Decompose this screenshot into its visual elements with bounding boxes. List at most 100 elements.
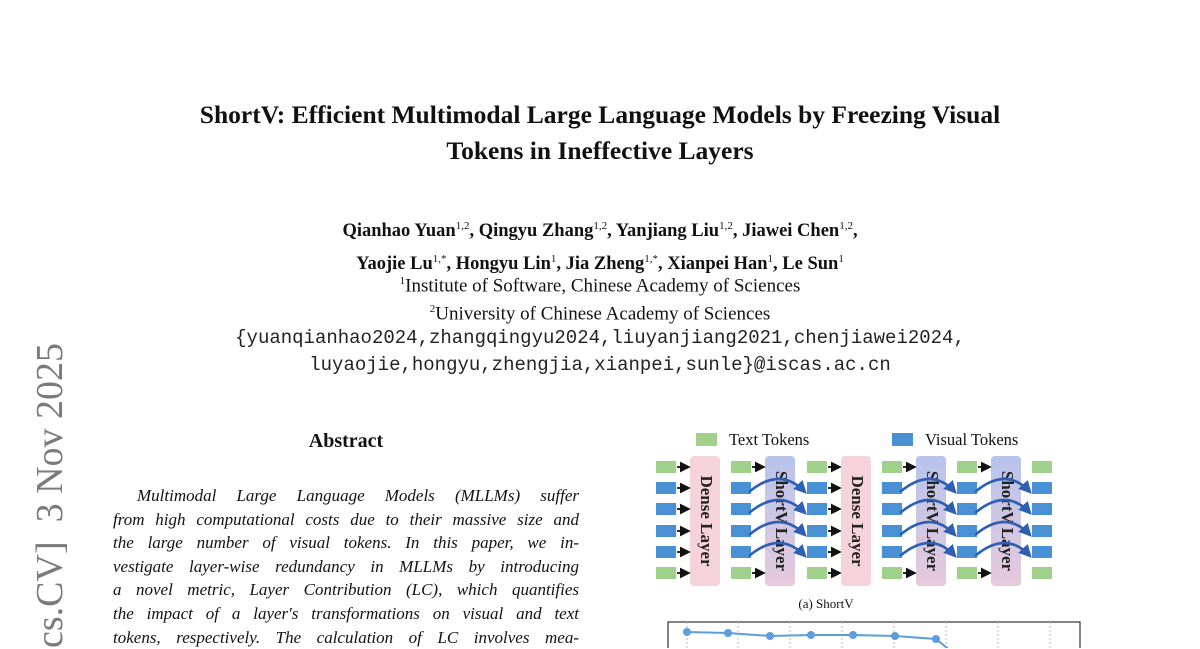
- visual-token: [957, 546, 977, 558]
- skip-arrow: [974, 541, 1032, 558]
- skip-arrow: [748, 477, 807, 494]
- text-token: [1032, 567, 1052, 579]
- skip-arrow: [748, 498, 807, 515]
- skip-arrow: [974, 498, 1032, 515]
- abstract-line: from high computational costs due to the…: [113, 509, 579, 529]
- abstract-line: tokens, respectively. The calculation of…: [113, 627, 579, 647]
- legend-label: Text Tokens: [729, 430, 810, 449]
- data-point: [807, 631, 815, 639]
- visual-token: [731, 503, 751, 515]
- skip-arrow: [899, 477, 957, 494]
- visual-token-swatch: [892, 433, 913, 446]
- text-token: [656, 567, 676, 579]
- text-token: [807, 461, 827, 473]
- figure-caption: (a) ShortV: [798, 596, 854, 611]
- data-point: [849, 631, 857, 639]
- author-name: Yanjiang Liu: [615, 221, 720, 242]
- authors-line: Qianhao Yuan1,2, Qingyu Zhang1,2, Yanjia…: [342, 220, 858, 242]
- visual-token: [1032, 525, 1052, 537]
- affiliation-text: University of Chinese Academy of Science…: [435, 303, 771, 325]
- author-sup: 1,*: [432, 253, 447, 266]
- skip-arrow: [974, 477, 1032, 494]
- visual-token: [882, 525, 902, 537]
- author-name: Qianhao Yuan: [342, 221, 456, 242]
- visual-token: [957, 525, 977, 537]
- text-token-swatch: [696, 433, 717, 446]
- visual-token: [1032, 546, 1052, 558]
- author-name: Yaojie Lu: [356, 254, 433, 275]
- author-sup: 1,2: [455, 220, 470, 232]
- data-point: [932, 635, 940, 643]
- affiliation: 2University of Chinese Academy of Scienc…: [0, 295, 1200, 328]
- affiliation-sup: 1: [399, 275, 406, 287]
- text-token: [882, 461, 902, 473]
- visual-token: [807, 482, 827, 494]
- abstract-line: a novel metric, Layer Contribution (LC),…: [113, 580, 579, 600]
- visual-token: [957, 482, 977, 494]
- abstract-body: Multimodal Large Language Models (MLLMs)…: [113, 484, 579, 649]
- author-list: Qianhao Yuan1,2, Qingyu Zhang1,2, Yanjia…: [0, 212, 1200, 278]
- author-sup: 1,2: [839, 220, 853, 232]
- author-sup: 1,*: [644, 253, 659, 266]
- visual-token: [882, 546, 902, 558]
- email-line: luyaojie,hongyu,zhengjia,xianpei,sunle}@…: [309, 354, 891, 376]
- skip-arrow: [748, 541, 807, 558]
- email-line: {yuanqianhao2024,zhangqingyu2024,liuyanj…: [235, 327, 965, 349]
- abstract-line: the impact of a layer's transformations …: [113, 603, 579, 623]
- data-point: [683, 628, 691, 636]
- series-line: [686, 631, 949, 648]
- data-point: [891, 632, 899, 640]
- author-name: Le Sun: [782, 254, 839, 275]
- legend-item-visual-tokens: Visual Tokens: [892, 430, 1018, 450]
- visual-token: [656, 503, 676, 515]
- affiliation-sup: 2: [429, 303, 436, 315]
- text-token: [957, 567, 977, 579]
- abstract-line: vestigate layer-wise redundancy in MLLMs…: [113, 556, 579, 576]
- abstract-heading: Abstract: [308, 430, 384, 452]
- author-name: Jia Zheng: [565, 254, 645, 275]
- data-point: [724, 629, 732, 637]
- skip-arrow: [899, 498, 957, 515]
- author-sup: 1,2: [593, 220, 608, 232]
- abstract-line: Multimodal Large Language Models (MLLMs)…: [137, 486, 579, 505]
- author-sup: 1,2: [719, 220, 733, 232]
- text-token: [882, 567, 902, 579]
- author-name: Qingyu Zhang: [478, 221, 594, 242]
- author-sup: 1: [838, 253, 844, 266]
- visual-token: [807, 546, 827, 558]
- authors-line: Yaojie Lu1,*, Hongyu Lin1, Jia Zheng1,*,…: [356, 253, 844, 275]
- text-token: [957, 461, 977, 473]
- skip-arrow: [974, 520, 1032, 537]
- author-name: Jiawei Chen: [742, 221, 840, 242]
- visual-token: [1032, 482, 1052, 494]
- dense-layer-box: [690, 456, 720, 586]
- author-name: Xianpei Han: [667, 254, 768, 275]
- visual-token: [1032, 503, 1052, 515]
- dense-layer-box: [841, 456, 871, 586]
- author-sup: 1: [550, 253, 557, 266]
- layer-label: Dense Layer: [848, 475, 867, 567]
- text-token: [731, 567, 751, 579]
- text-token: [1032, 461, 1052, 473]
- legend-label: Visual Tokens: [925, 430, 1019, 449]
- layer-label: Dense Layer: [697, 475, 716, 567]
- visual-token: [731, 525, 751, 537]
- title-line: Tokens in Ineffective Layers: [446, 136, 754, 165]
- author-name: Hongyu Lin: [455, 254, 551, 275]
- paper-title: ShortV: Efficient Multimodal Large Langu…: [0, 97, 1200, 169]
- visual-token: [731, 546, 751, 558]
- affiliation: 1Institute of Software, Chinese Academy …: [0, 267, 1200, 300]
- skip-arrow: [899, 520, 957, 537]
- visual-token: [882, 503, 902, 515]
- visual-token: [656, 482, 676, 494]
- author-sup: 1: [767, 253, 774, 266]
- visual-token: [957, 503, 977, 515]
- abstract-line: the large number of visual tokens. In th…: [113, 533, 579, 553]
- visual-token: [807, 525, 827, 537]
- legend-item-text-tokens: Text Tokens: [696, 430, 809, 450]
- visual-token: [882, 482, 902, 494]
- text-token: [807, 567, 827, 579]
- emails: {yuanqianhao2024,zhangqingyu2024,liuyanj…: [0, 325, 1200, 379]
- skip-arrow: [899, 541, 957, 558]
